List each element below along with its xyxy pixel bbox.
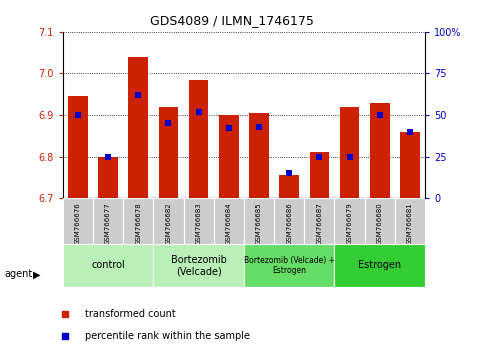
- Bar: [310, 153, 329, 198]
- Point: [134, 92, 142, 98]
- Text: GSM766684: GSM766684: [226, 202, 232, 245]
- Text: GSM766683: GSM766683: [196, 202, 201, 245]
- Text: GDS4089 / ILMN_1746175: GDS4089 / ILMN_1746175: [150, 14, 314, 27]
- Bar: [244, 198, 274, 244]
- Text: Estrogen: Estrogen: [358, 261, 401, 270]
- Bar: [123, 198, 154, 244]
- Text: Bortezomib (Velcade) +
Estrogen: Bortezomib (Velcade) + Estrogen: [244, 256, 335, 275]
- Bar: [68, 96, 88, 198]
- Bar: [400, 132, 420, 198]
- Point: [165, 121, 172, 126]
- Bar: [213, 198, 244, 244]
- Bar: [154, 198, 184, 244]
- Bar: [274, 198, 304, 244]
- Bar: [334, 198, 365, 244]
- Bar: [63, 244, 154, 287]
- Bar: [304, 198, 334, 244]
- Text: control: control: [91, 261, 125, 270]
- Text: Bortezomib
(Velcade): Bortezomib (Velcade): [170, 255, 227, 276]
- Text: GSM766681: GSM766681: [407, 202, 413, 245]
- Point: [195, 109, 202, 115]
- Text: GSM766687: GSM766687: [316, 202, 322, 245]
- Point: [376, 112, 384, 118]
- Bar: [370, 103, 390, 198]
- Text: GSM766686: GSM766686: [286, 202, 292, 245]
- Bar: [249, 113, 269, 198]
- Text: GSM766680: GSM766680: [377, 202, 383, 245]
- Text: GSM766676: GSM766676: [75, 202, 81, 245]
- Text: GSM766685: GSM766685: [256, 202, 262, 245]
- Text: ▶: ▶: [32, 269, 40, 279]
- Point: [315, 154, 323, 160]
- Point: [285, 171, 293, 176]
- Bar: [93, 198, 123, 244]
- Bar: [395, 198, 425, 244]
- Bar: [63, 198, 93, 244]
- Point: [61, 333, 69, 339]
- Text: GSM766679: GSM766679: [347, 202, 353, 245]
- Point: [346, 154, 354, 160]
- Bar: [128, 57, 148, 198]
- Bar: [334, 244, 425, 287]
- Bar: [219, 115, 239, 198]
- Bar: [365, 198, 395, 244]
- Text: GSM766678: GSM766678: [135, 202, 141, 245]
- Bar: [154, 244, 244, 287]
- Text: GSM766682: GSM766682: [166, 202, 171, 245]
- Point: [61, 311, 69, 316]
- Bar: [279, 175, 299, 198]
- Point: [74, 112, 82, 118]
- Text: GSM766677: GSM766677: [105, 202, 111, 245]
- Bar: [98, 157, 118, 198]
- Bar: [184, 198, 213, 244]
- Text: percentile rank within the sample: percentile rank within the sample: [85, 331, 250, 341]
- Bar: [189, 80, 209, 198]
- Point: [255, 124, 263, 130]
- Point: [406, 129, 414, 135]
- Text: agent: agent: [5, 269, 33, 279]
- Point: [104, 154, 112, 160]
- Bar: [244, 244, 334, 287]
- Bar: [158, 107, 178, 198]
- Bar: [340, 107, 359, 198]
- Point: [225, 126, 233, 131]
- Text: transformed count: transformed count: [85, 309, 176, 319]
